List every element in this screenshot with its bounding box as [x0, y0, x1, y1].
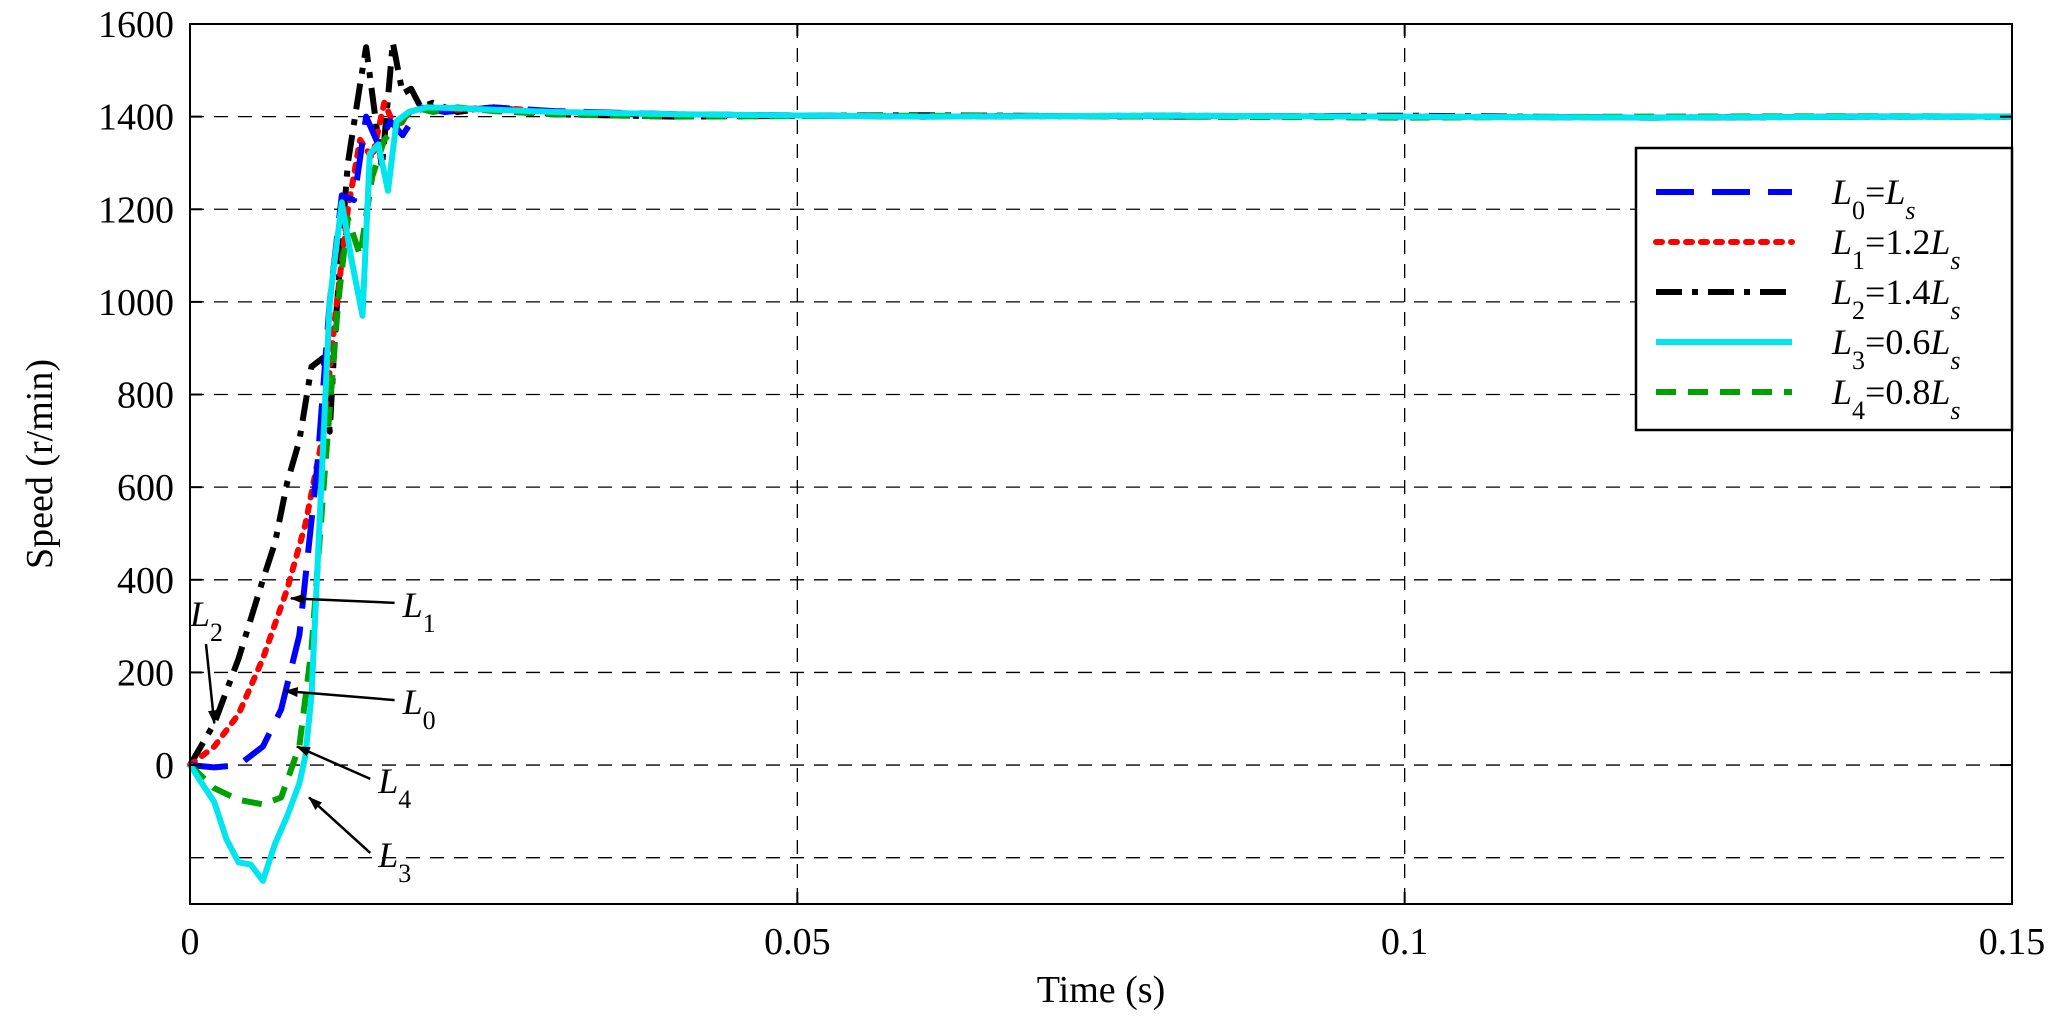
legend-label-l2: L2=1.4Ls [1831, 272, 1961, 325]
annotation-arrow [295, 745, 371, 780]
legend-label-l1: L1=1.2Ls [1831, 222, 1961, 275]
x-tick-label: 0.1 [1381, 921, 1429, 963]
annotation-label-l1: L1 [402, 585, 436, 638]
x-axis-title: Time (s) [1037, 969, 1165, 1011]
series-line-l3 [187, 104, 2012, 884]
y-tick-label: 1400 [98, 97, 174, 139]
annotation-arrow [204, 643, 218, 725]
annotation-label-l3: L3 [377, 835, 411, 888]
y-tick-label: 1600 [98, 4, 174, 46]
y-tick-label: 1200 [98, 189, 174, 231]
series-line-l4 [187, 104, 2013, 808]
y-axis-title: Speed (r/min) [19, 359, 61, 569]
annotation-label-l2: L2 [189, 594, 223, 647]
axis-ticks: 0 200 400 600 800 1000 1200 1400 1600 0 0.05 0.1 0.1… [98, 4, 2045, 963]
y-tick-label: 0 [155, 745, 174, 787]
annotation-label-l0: L0 [402, 682, 436, 735]
y-tick-label: 1000 [98, 282, 174, 324]
legend-label-l4: L4=0.8Ls [1831, 372, 1961, 425]
x-tick-label: 0.15 [1979, 921, 2046, 963]
annotations: L2 L1 L0 L4 L3 [189, 585, 436, 888]
y-tick-label: 400 [117, 560, 174, 602]
annotation-arrow [289, 593, 395, 605]
x-tick-label: 0.05 [764, 921, 831, 963]
plot-frame [189, 23, 2013, 905]
legend-label-l0: L0=Ls [1831, 172, 1916, 225]
series-lines [187, 39, 2015, 884]
annotation-label-l4: L4 [377, 761, 411, 814]
legend-label-l3: L3=0.6Ls [1831, 322, 1961, 375]
y-tick-label: 600 [117, 467, 174, 509]
y-tick-label: 800 [117, 375, 174, 417]
legend-box [1634, 146, 2014, 432]
annotation-arrow [283, 687, 395, 702]
x-tick-label: 0 [181, 921, 200, 963]
y-tick-label: 200 [117, 652, 174, 694]
annotation-arrow [308, 796, 372, 854]
